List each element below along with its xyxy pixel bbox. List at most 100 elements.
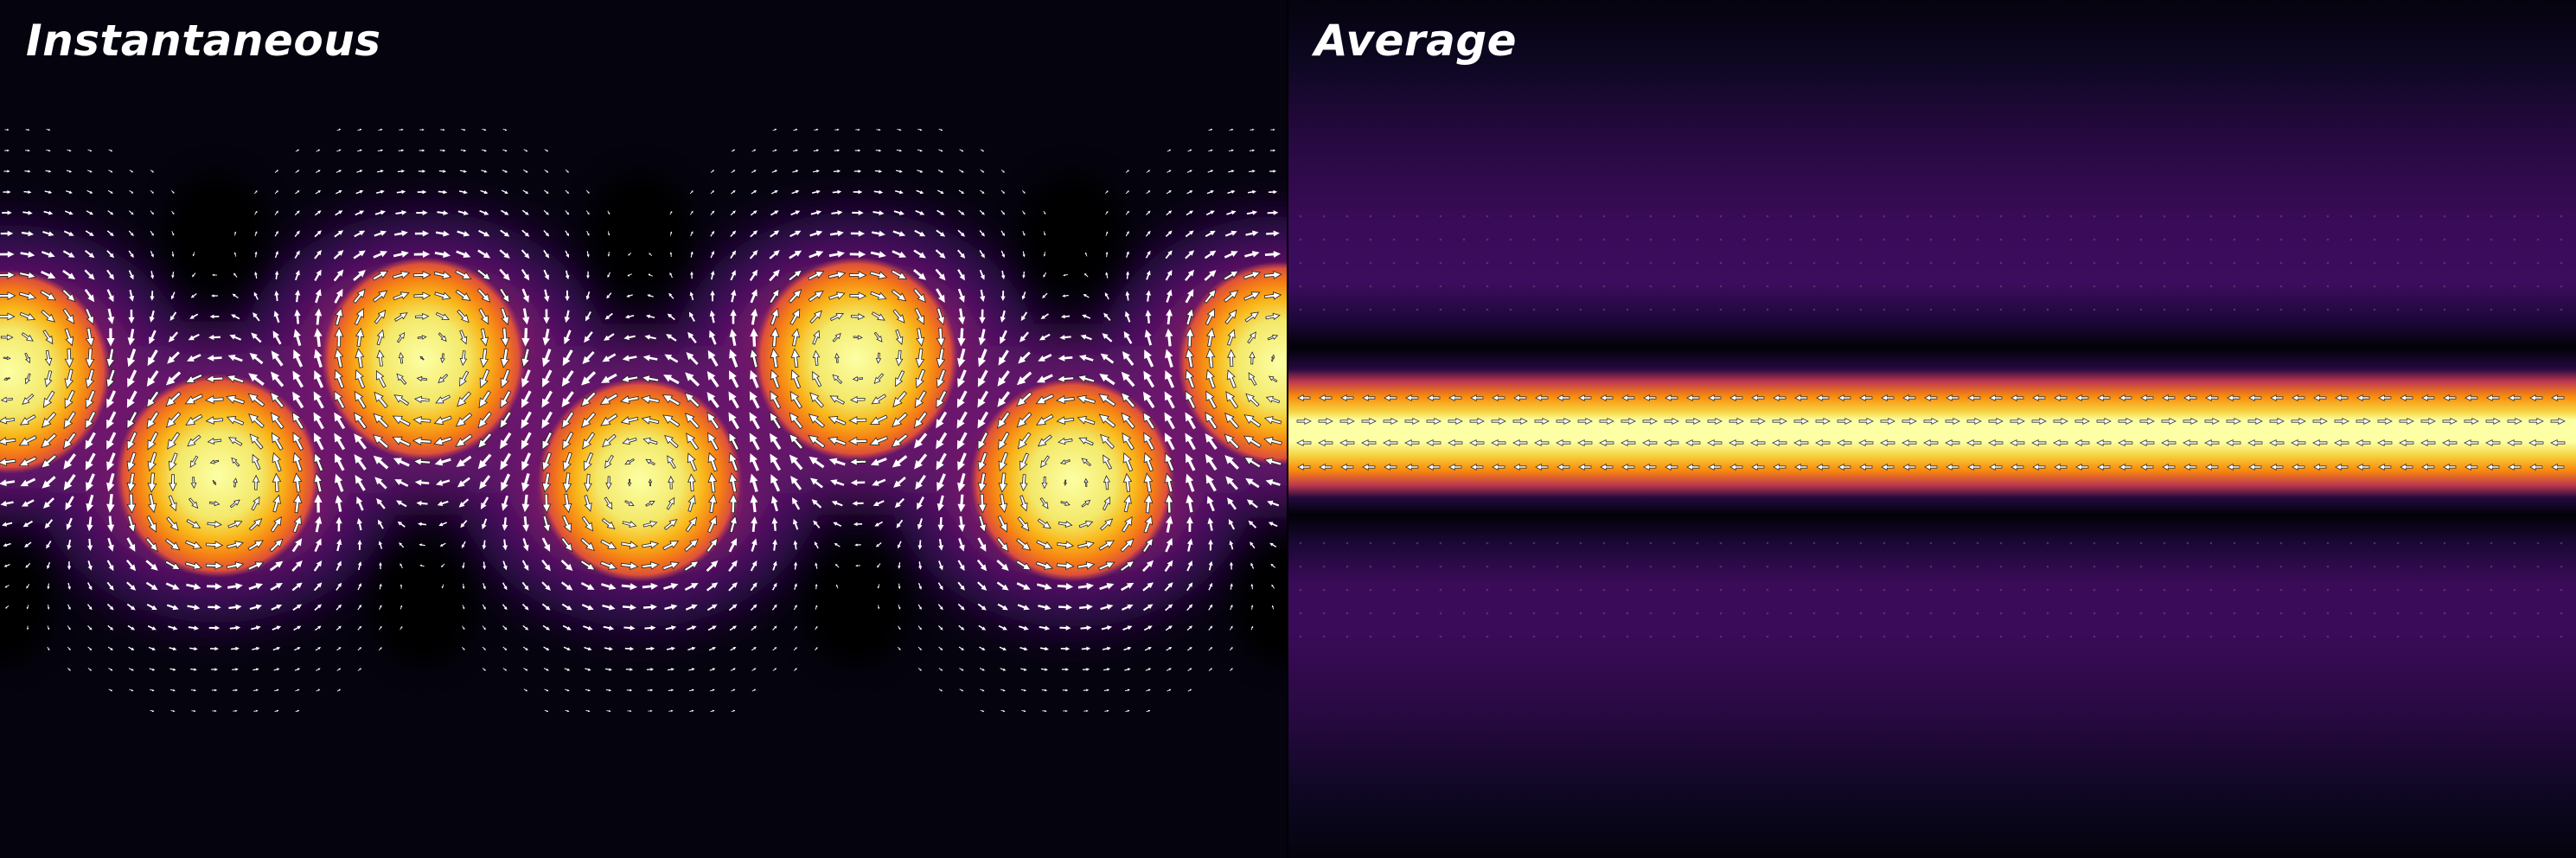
mean-flow-arrow bbox=[1599, 417, 1614, 426]
velocity-arrow bbox=[1098, 413, 1116, 428]
velocity-arrow bbox=[936, 495, 944, 512]
velocity-arrow bbox=[808, 413, 826, 428]
velocity-arrow bbox=[3, 189, 11, 195]
velocity-arrow bbox=[184, 394, 203, 405]
velocity-arrow bbox=[252, 668, 259, 671]
velocity-arrow bbox=[292, 432, 304, 451]
velocity-arrow bbox=[834, 149, 841, 152]
velocity-arrow bbox=[438, 374, 449, 384]
dark-pocket bbox=[372, 545, 476, 666]
velocity-arrow bbox=[1264, 291, 1282, 300]
velocity-arrow bbox=[602, 353, 617, 362]
velocity-arrow bbox=[998, 432, 1010, 451]
velocity-arrow bbox=[1145, 250, 1151, 259]
velocity-arrow bbox=[977, 603, 987, 611]
velocity-arrow bbox=[107, 624, 114, 631]
velocity-arrow bbox=[378, 625, 382, 631]
mean-flow-arrow bbox=[2226, 439, 2241, 447]
flow-dot bbox=[1346, 588, 1349, 592]
velocity-arrow bbox=[664, 604, 678, 611]
flow-dot bbox=[2233, 238, 2236, 241]
velocity-arrow bbox=[1000, 189, 1006, 194]
velocity-arrow bbox=[1224, 413, 1240, 429]
velocity-arrow bbox=[226, 394, 246, 405]
velocity-arrow bbox=[354, 230, 366, 238]
flow-dot bbox=[2256, 261, 2260, 265]
velocity-arrow bbox=[1037, 518, 1051, 529]
velocity-arrow bbox=[562, 451, 572, 472]
velocity-arrow bbox=[188, 625, 200, 631]
velocity-arrow bbox=[770, 327, 780, 348]
velocity-arrow bbox=[1037, 434, 1052, 447]
velocity-arrow bbox=[1270, 128, 1275, 131]
velocity-arrow bbox=[751, 625, 757, 631]
velocity-arrow bbox=[938, 128, 943, 131]
velocity-arrow bbox=[809, 392, 824, 408]
mean-flow-arrow bbox=[1578, 463, 1592, 471]
velocity-arrow bbox=[417, 335, 427, 340]
velocity-arrow bbox=[316, 149, 321, 152]
flow-dot bbox=[2443, 588, 2446, 592]
flow-dot bbox=[1532, 214, 1536, 218]
flow-dot bbox=[2560, 214, 2563, 218]
velocity-arrow bbox=[771, 170, 778, 173]
flow-dot bbox=[2349, 565, 2353, 568]
velocity-arrow bbox=[544, 189, 549, 195]
velocity-arrow bbox=[64, 210, 74, 215]
velocity-arrow bbox=[1102, 646, 1111, 651]
velocity-arrow bbox=[870, 291, 887, 300]
flow-dot bbox=[1976, 261, 1979, 265]
velocity-arrow bbox=[126, 410, 138, 430]
velocity-arrow bbox=[770, 210, 779, 216]
velocity-arrow bbox=[586, 271, 590, 279]
velocity-arrow bbox=[378, 541, 383, 549]
flow-dot bbox=[2349, 611, 2353, 615]
dark-pocket bbox=[164, 173, 268, 294]
velocity-arrow bbox=[1126, 271, 1130, 279]
mean-flow-arrow bbox=[1362, 463, 1376, 471]
velocity-arrow bbox=[1207, 517, 1214, 531]
flow-dot bbox=[1696, 261, 1699, 265]
mean-flow-arrow bbox=[1945, 417, 1960, 426]
flow-dot bbox=[2209, 238, 2213, 241]
velocity-arrow bbox=[85, 327, 95, 348]
velocity-arrow bbox=[794, 561, 798, 570]
velocity-arrow bbox=[334, 348, 344, 368]
velocity-arrow bbox=[414, 479, 430, 486]
velocity-arrow bbox=[1141, 560, 1154, 573]
velocity-arrow bbox=[623, 335, 636, 341]
flow-dot bbox=[1346, 238, 1349, 241]
flow-dot bbox=[1602, 214, 1606, 218]
velocity-arrow bbox=[171, 272, 175, 279]
velocity-arrow bbox=[0, 396, 13, 403]
velocity-arrow bbox=[66, 170, 73, 173]
velocity-arrow bbox=[624, 458, 635, 465]
velocity-arrow bbox=[958, 646, 964, 650]
flow-dot bbox=[2046, 238, 2049, 241]
mean-flow-arrow bbox=[2400, 394, 2413, 402]
velocity-arrow bbox=[204, 394, 224, 405]
flow-dot bbox=[2490, 214, 2493, 218]
flow-dot bbox=[2093, 285, 2096, 288]
velocity-arrow bbox=[581, 604, 594, 611]
velocity-arrow bbox=[729, 370, 739, 388]
velocity-arrow bbox=[87, 646, 93, 650]
mean-flow-arrow bbox=[2313, 394, 2327, 402]
velocity-arrow bbox=[85, 348, 95, 368]
velocity-arrow bbox=[334, 368, 345, 389]
mean-flow-arrow bbox=[1793, 439, 1809, 447]
velocity-arrow bbox=[434, 251, 451, 259]
flow-dot bbox=[2023, 285, 2026, 288]
velocity-arrow bbox=[560, 536, 573, 553]
velocity-arrow bbox=[208, 500, 221, 507]
velocity-arrow bbox=[644, 625, 656, 631]
flow-dot bbox=[2349, 541, 2353, 545]
velocity-arrow bbox=[461, 541, 466, 548]
velocity-arrow bbox=[1165, 230, 1173, 238]
velocity-arrow bbox=[626, 688, 633, 692]
velocity-arrow bbox=[24, 170, 31, 173]
velocity-arrow bbox=[729, 625, 738, 631]
flow-dot bbox=[2233, 565, 2236, 568]
velocity-arrow bbox=[1077, 416, 1096, 426]
flow-dot bbox=[1719, 588, 1723, 592]
